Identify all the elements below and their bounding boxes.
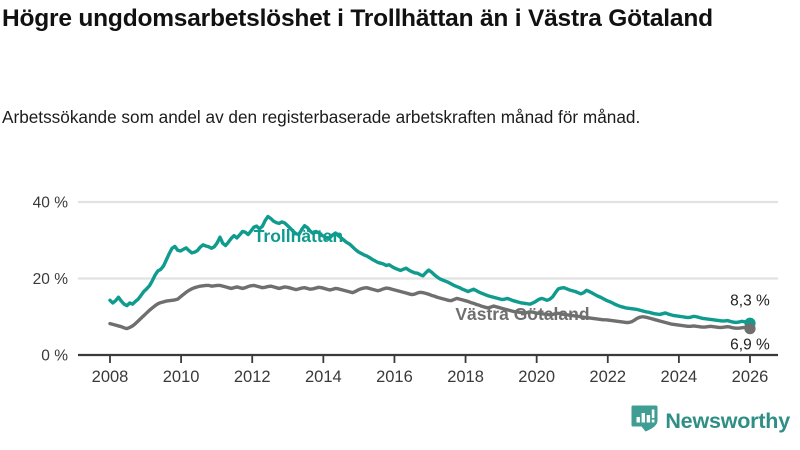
series-line-0 (108, 214, 752, 325)
svg-text:2018: 2018 (447, 368, 484, 386)
page-title: Högre ungdomsarbetslöshet i Trollhättan … (2, 5, 713, 32)
end-value-label: 8,3 % (730, 292, 770, 309)
page-subtitle: Arbetssökande som andel av den registerb… (2, 107, 641, 127)
svg-text:2014: 2014 (305, 368, 342, 386)
footer: Newsworthy (0, 398, 800, 450)
end-value-label: 6,9 % (730, 336, 770, 353)
svg-text:2022: 2022 (589, 368, 626, 386)
newsworthy-logo[interactable]: Newsworthy (631, 404, 790, 438)
chart-end-markers (744, 317, 756, 335)
chart-annotations: Trollhättan Västra Götaland 8,3 % 6,9 % (254, 226, 770, 353)
x-axis-ticks: 2008 2010 2012 2014 2016 2018 2020 2022 2024 2026 (92, 355, 769, 386)
chart-series (108, 214, 752, 331)
y-axis-ticks: 0 % 20 % 40 % (33, 195, 69, 365)
svg-text:2020: 2020 (518, 368, 555, 386)
svg-text:0 %: 0 % (41, 348, 68, 365)
series-name-label: Västra Götaland (455, 304, 589, 324)
series-line-1 (108, 283, 752, 331)
chart-gridlines (78, 200, 778, 280)
svg-text:2008: 2008 (92, 368, 129, 386)
chart-container: 0 % 20 % 40 % 2008 2010 2012 2014 2016 2018 2020… (0, 180, 800, 395)
bar-chart-speech-bubble-icon (631, 404, 658, 438)
series-name-label: Trollhättan (254, 226, 343, 246)
svg-text:40 %: 40 % (33, 195, 69, 212)
svg-text:2024: 2024 (661, 368, 698, 386)
svg-text:2026: 2026 (732, 368, 769, 386)
svg-text:2012: 2012 (234, 368, 271, 386)
svg-text:2016: 2016 (376, 368, 413, 386)
svg-text:2010: 2010 (163, 368, 200, 386)
series-end-dot-1 (744, 323, 756, 335)
logo-text: Newsworthy (665, 408, 790, 433)
line-chart: 0 % 20 % 40 % 2008 2010 2012 2014 2016 2018 2020… (33, 195, 778, 386)
svg-text:20 %: 20 % (33, 271, 69, 288)
